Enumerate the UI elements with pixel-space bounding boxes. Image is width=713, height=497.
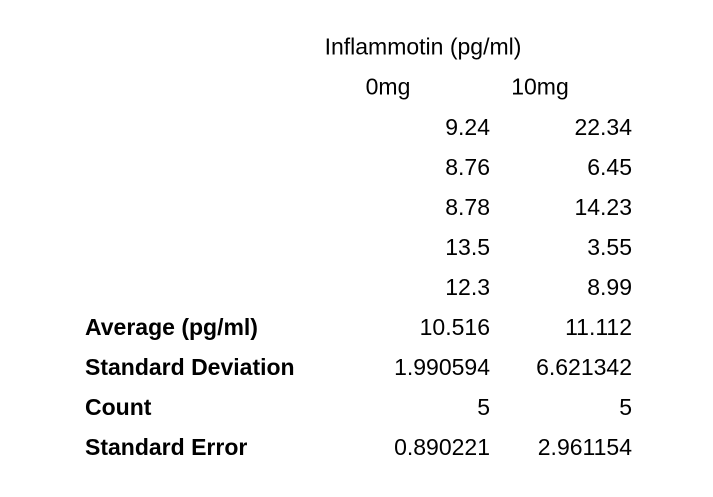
cell-0mg: 0.890221: [394, 433, 490, 460]
table-row: 9.24 22.34: [0, 107, 713, 147]
table-row: 13.5 3.55: [0, 227, 713, 267]
table-title-row: Inflammotin (pg/ml): [0, 27, 713, 67]
row-label-count: Count: [85, 393, 152, 420]
row-label-average: Average (pg/ml): [85, 313, 258, 340]
cell-10mg: 2.961154: [537, 433, 632, 460]
cell-10mg: 6.621342: [536, 353, 632, 380]
inflammotin-data-table: Inflammotin (pg/ml) 0mg 10mg 9.24 22.34 …: [0, 27, 713, 467]
column-header-0mg: 0mg: [365, 73, 411, 100]
cell-10mg: 3.55: [587, 233, 632, 260]
cell-0mg: 5: [477, 393, 490, 420]
table-row-count: Count 5 5: [0, 387, 713, 427]
cell-10mg: 14.23: [574, 193, 632, 220]
cell-10mg: 22.34: [574, 113, 632, 140]
cell-10mg: 8.99: [587, 273, 632, 300]
cell-0mg: 8.78: [445, 193, 490, 220]
cell-10mg: 11.112: [565, 313, 632, 340]
table-row-standard-error: Standard Error 0.890221 2.961154: [0, 427, 713, 467]
cell-10mg: 6.45: [587, 153, 632, 180]
cell-0mg: 8.76: [445, 153, 490, 180]
table-row: 8.78 14.23: [0, 187, 713, 227]
cell-0mg: 1.990594: [394, 353, 490, 380]
table-title: Inflammotin (pg/ml): [324, 33, 522, 60]
table-header-row: 0mg 10mg: [0, 67, 713, 107]
row-label-standard-deviation: Standard Deviation: [85, 353, 295, 380]
table-row-average: Average (pg/ml) 10.516 11.112: [0, 307, 713, 347]
column-header-10mg: 10mg: [511, 73, 569, 100]
cell-0mg: 12.3: [445, 273, 490, 300]
table-row: 12.3 8.99: [0, 267, 713, 307]
cell-10mg: 5: [619, 393, 632, 420]
cell-0mg: 10.516: [419, 313, 490, 340]
cell-0mg: 13.5: [445, 233, 490, 260]
cell-0mg: 9.24: [445, 113, 490, 140]
row-label-standard-error: Standard Error: [85, 433, 248, 460]
table-row: 8.76 6.45: [0, 147, 713, 187]
table-row-standard-deviation: Standard Deviation 1.990594 6.621342: [0, 347, 713, 387]
